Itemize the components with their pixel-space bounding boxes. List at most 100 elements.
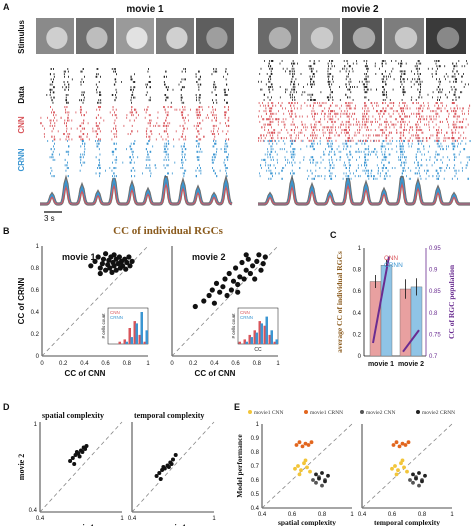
c-right-tick: 0.9 <box>429 268 438 274</box>
crnn-spike <box>182 150 184 153</box>
cnn-spike <box>302 123 304 126</box>
panel-c-bars: 00.20.40.60.810.70.750.80.850.90.95avera… <box>335 246 456 368</box>
cnn-spike <box>259 104 261 107</box>
data-spike <box>292 86 294 88</box>
cnn-spike <box>165 111 167 114</box>
cnn-spike <box>416 129 417 132</box>
e-point-movie1-cnn <box>302 461 306 466</box>
cnn-spike <box>435 102 437 105</box>
cnn-spike <box>385 123 387 126</box>
c-legend-crnn: CRNN <box>384 262 403 269</box>
data-spike <box>81 70 83 73</box>
cnn-spike <box>422 139 424 142</box>
cnn-spike <box>421 104 422 107</box>
cnn-spike <box>165 119 166 122</box>
cnn-spike <box>404 120 406 123</box>
cnn-spike <box>315 123 317 126</box>
crnn-spike <box>376 177 378 180</box>
crnn-spike <box>359 140 361 143</box>
crnn-spike <box>339 158 341 161</box>
data-spike <box>309 65 311 68</box>
crnn-spike <box>300 148 302 151</box>
cnn-spike <box>114 114 116 117</box>
data-spike <box>133 86 135 89</box>
e-point-movie1-cnn <box>399 461 403 466</box>
cnn-spike <box>401 110 403 113</box>
cnn-spike <box>64 106 66 109</box>
data-spike <box>361 80 363 83</box>
cnn-spike <box>165 119 167 122</box>
cnn-spike <box>63 133 64 136</box>
crnn-spike <box>64 158 66 161</box>
cnn-spike <box>409 115 411 118</box>
cnn-spike <box>404 129 406 132</box>
data-spike <box>67 81 69 83</box>
cnn-spike <box>396 129 398 132</box>
cnn-spike <box>400 120 401 123</box>
crnn-spike <box>183 175 185 178</box>
data-spike <box>165 86 167 89</box>
cnn-spike <box>195 111 197 114</box>
data-spike <box>464 83 466 86</box>
data-spike <box>81 94 83 96</box>
crnn-spike <box>381 167 383 170</box>
data-spike <box>417 67 419 70</box>
cnn-spike <box>453 107 455 110</box>
cnn-spike <box>183 116 185 119</box>
data-spike <box>216 101 218 104</box>
crnn-spike <box>290 156 292 159</box>
crnn-spike <box>336 158 338 161</box>
cnn-spike <box>54 116 55 119</box>
data-spike <box>165 99 167 102</box>
cnn-spike <box>389 115 391 118</box>
d-scatter-point <box>77 454 82 459</box>
crnn-spike <box>380 172 381 175</box>
data-spike <box>313 73 315 75</box>
crnn-spike <box>403 167 405 170</box>
cnn-spike <box>433 126 435 129</box>
cnn-spike <box>386 134 388 137</box>
data-spike <box>67 101 69 104</box>
e-x-tick: 0.8 <box>418 512 427 518</box>
data-spike <box>198 86 200 89</box>
data-spike <box>416 62 418 65</box>
crnn-spike <box>99 164 101 167</box>
data-spike <box>269 80 271 83</box>
crnn-spike <box>347 175 349 178</box>
data-spike <box>145 83 147 86</box>
cnn-spike <box>311 112 313 115</box>
crnn-spike <box>399 148 401 151</box>
cnn-spike <box>214 108 216 111</box>
cnn-spike <box>262 118 264 121</box>
crnn-spike <box>464 148 465 151</box>
data-spike <box>166 86 168 89</box>
crnn-spike <box>323 153 324 156</box>
crnn-spike <box>314 175 316 178</box>
cnn-spike <box>115 108 117 111</box>
crnn-spike <box>454 158 455 161</box>
data-spike <box>267 96 269 99</box>
data-spike <box>130 96 132 99</box>
crnn-spike <box>266 153 268 156</box>
cnn-spike <box>313 102 315 105</box>
data-spike <box>63 73 65 76</box>
cnn-spike <box>165 116 167 119</box>
cnn-spike <box>386 137 388 140</box>
cnn-spike <box>147 106 149 109</box>
data-spike <box>331 91 333 94</box>
cnn-spike <box>441 129 442 132</box>
crnn-spike <box>113 150 115 153</box>
cnn-spike <box>434 104 436 107</box>
cnn-spike <box>170 106 172 109</box>
crnn-spike <box>272 148 274 151</box>
cnn-spike <box>354 131 356 134</box>
cnn-spike <box>225 133 227 136</box>
crnn-spike <box>368 145 370 148</box>
cnn-spike <box>53 111 54 114</box>
cnn-spike <box>368 134 369 137</box>
cnn-spike <box>68 119 70 122</box>
cnn-spike <box>417 120 418 123</box>
cnn-spike <box>388 123 389 126</box>
data-spike <box>183 78 185 81</box>
cnn-spike <box>131 108 133 111</box>
